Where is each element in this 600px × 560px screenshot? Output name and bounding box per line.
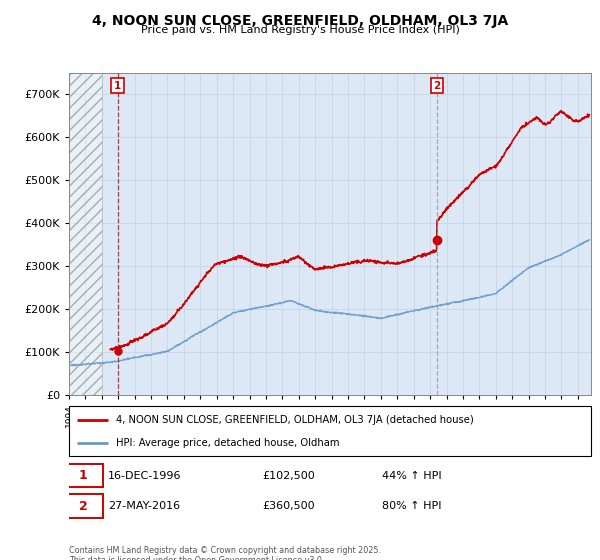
Text: £102,500: £102,500 bbox=[262, 470, 315, 480]
Text: 4, NOON SUN CLOSE, GREENFIELD, OLDHAM, OL3 7JA: 4, NOON SUN CLOSE, GREENFIELD, OLDHAM, O… bbox=[92, 14, 508, 28]
Bar bbox=[69, 73, 102, 395]
Text: 16-DEC-1996: 16-DEC-1996 bbox=[108, 470, 182, 480]
FancyBboxPatch shape bbox=[64, 494, 103, 518]
Text: 2: 2 bbox=[433, 81, 440, 91]
Text: 1: 1 bbox=[114, 81, 121, 91]
Text: 27-MAY-2016: 27-MAY-2016 bbox=[108, 501, 180, 511]
Text: 44% ↑ HPI: 44% ↑ HPI bbox=[382, 470, 442, 480]
Text: Price paid vs. HM Land Registry's House Price Index (HPI): Price paid vs. HM Land Registry's House … bbox=[140, 25, 460, 35]
Text: 80% ↑ HPI: 80% ↑ HPI bbox=[382, 501, 442, 511]
Text: HPI: Average price, detached house, Oldham: HPI: Average price, detached house, Oldh… bbox=[116, 438, 340, 448]
Bar bbox=[69, 73, 102, 395]
Text: £360,500: £360,500 bbox=[262, 501, 315, 511]
Text: 1: 1 bbox=[79, 469, 88, 482]
Text: Contains HM Land Registry data © Crown copyright and database right 2025.
This d: Contains HM Land Registry data © Crown c… bbox=[69, 546, 381, 560]
Text: 4, NOON SUN CLOSE, GREENFIELD, OLDHAM, OL3 7JA (detached house): 4, NOON SUN CLOSE, GREENFIELD, OLDHAM, O… bbox=[116, 414, 474, 424]
FancyBboxPatch shape bbox=[64, 464, 103, 487]
Text: 2: 2 bbox=[79, 500, 88, 512]
